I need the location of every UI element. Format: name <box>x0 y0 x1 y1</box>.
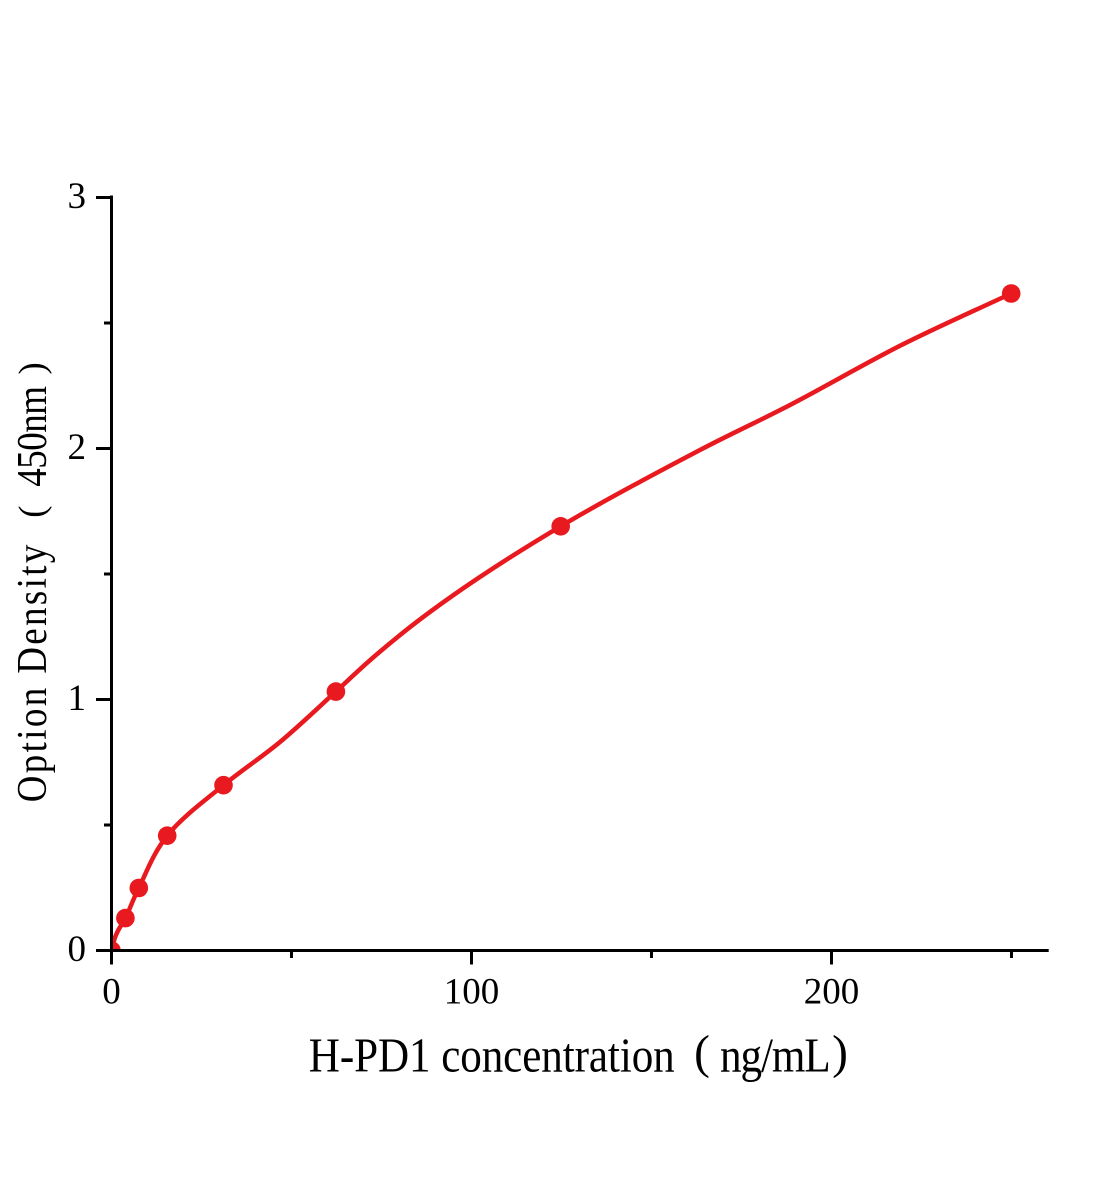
svg-text:0: 0 <box>68 929 87 970</box>
svg-text:(: ( <box>694 1027 710 1079</box>
svg-text:H-PD1 concentration: H-PD1 concentration <box>309 1028 675 1082</box>
svg-text:1: 1 <box>68 678 87 719</box>
svg-text:ng/mL: ng/mL <box>720 1028 830 1082</box>
svg-text:200: 200 <box>804 971 860 1012</box>
svg-text:): ) <box>832 1027 848 1079</box>
svg-text:100: 100 <box>444 971 500 1012</box>
svg-text:3: 3 <box>68 176 87 217</box>
svg-text:Option Density: Option Density <box>9 542 56 802</box>
svg-text:(: ( <box>11 506 52 518</box>
svg-text:450nm: 450nm <box>9 386 56 487</box>
svg-text:2: 2 <box>68 427 87 468</box>
svg-text:): ) <box>11 362 52 374</box>
svg-text:0: 0 <box>102 971 121 1012</box>
